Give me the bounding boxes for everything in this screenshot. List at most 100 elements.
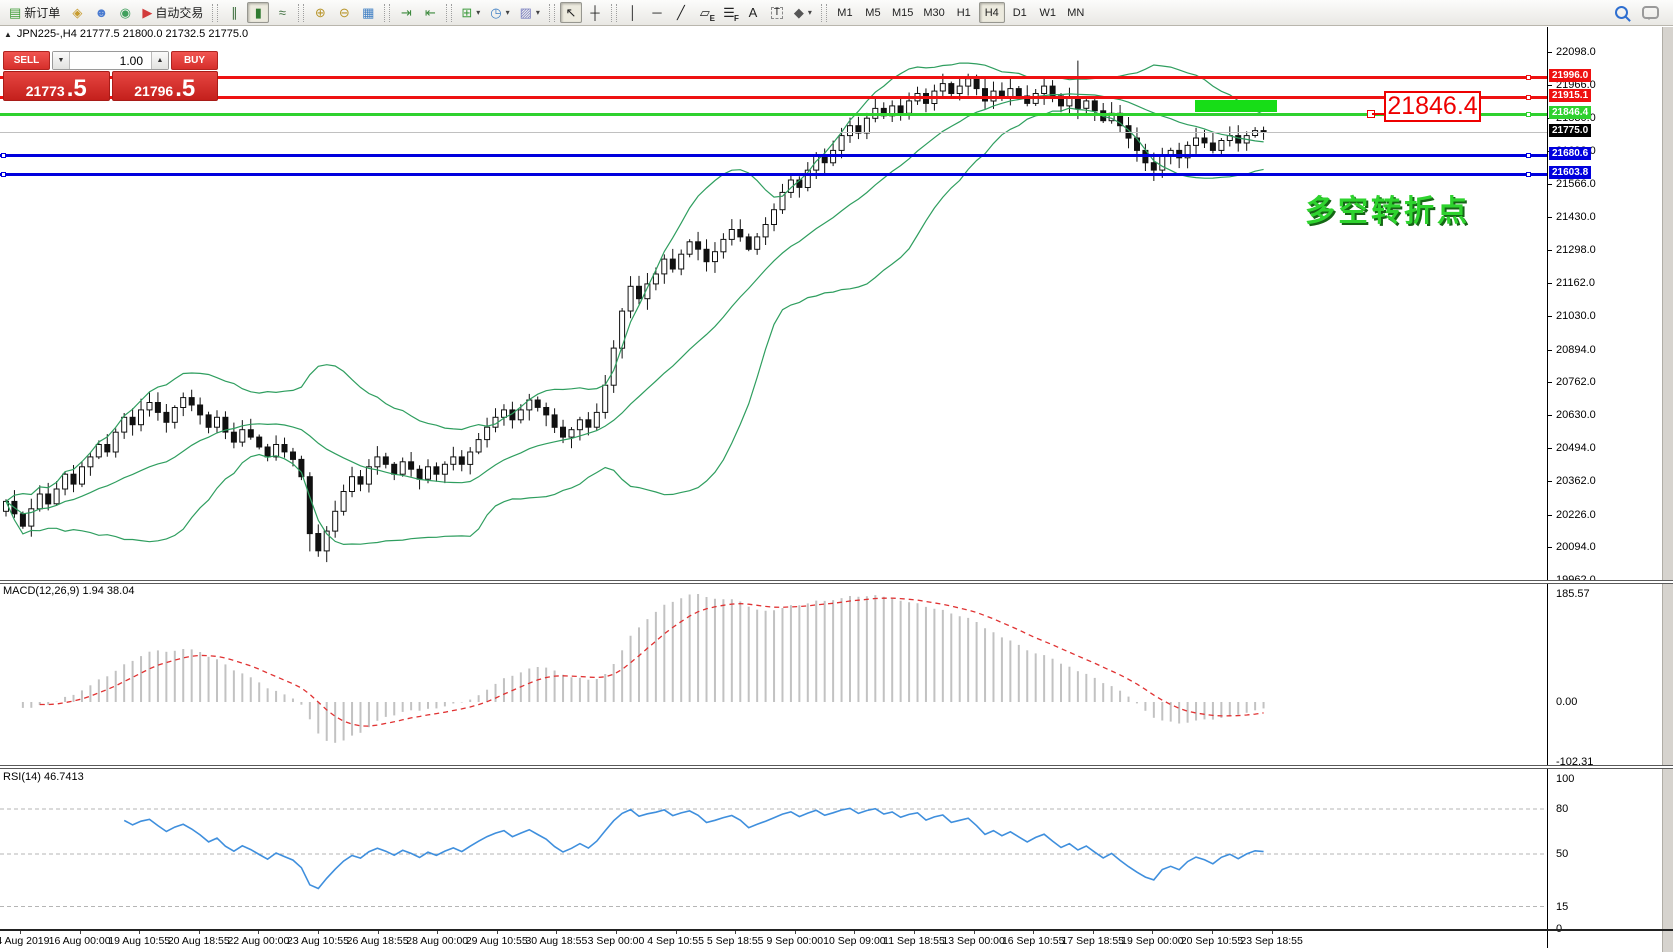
main-toolbar: ▤ 新订单 ◈ ☻ ◉ ▶ 自动交易 ∥ ▮ ≈ ⊕ ⊖ ▦ ⇥ ⇤ ⊞ ▾ ◷ ▾ ▨ ▾ ↖ ┼ │ ─ ╱ ▱ E ☰ F A T ◆ ▾ M…	[0, 0, 1673, 26]
buy-price-main: 21796	[134, 83, 174, 99]
time-tick	[198, 931, 200, 934]
time-tick	[437, 931, 439, 934]
zoom-in-button[interactable]: ⊕	[309, 2, 331, 23]
templates-button[interactable]: ▨ ▾	[519, 5, 540, 20]
time-label: 5 Sep 18:55	[706, 935, 764, 947]
annotation-text[interactable]: 多空转折点	[1305, 195, 1470, 228]
trendline-button[interactable]: ╱	[670, 2, 692, 23]
volume-value[interactable]: 1.00	[119, 53, 143, 68]
text-button[interactable]: A	[742, 2, 764, 23]
signals-button[interactable]: ◉	[114, 2, 136, 23]
line-chart-button[interactable]: ≈	[271, 2, 293, 23]
timeframe-h1-button[interactable]: H1	[956, 6, 971, 19]
chat-icon[interactable]	[1642, 6, 1659, 20]
time-tick	[675, 931, 677, 934]
timeframe-h4-button[interactable]: H4	[978, 2, 1005, 23]
timeframe-m30-button[interactable]: M30	[923, 6, 945, 19]
chart-shift-button[interactable]: ⇤	[419, 2, 441, 23]
timeframe-m1-button[interactable]: M1	[837, 6, 853, 19]
price-tick-label: 20894.0	[1556, 343, 1596, 356]
collapse-panel-icon[interactable]: ▲	[4, 29, 12, 39]
cursor-button[interactable]: ↖	[559, 2, 582, 23]
macd-splitter[interactable]	[0, 580, 1673, 584]
metaeditor-button[interactable]: ◈	[66, 2, 88, 23]
timeframe-w1-button[interactable]: W1	[1039, 6, 1057, 19]
rsi-tick-label: 50	[1556, 848, 1569, 860]
autotrading-button[interactable]: ▶ 自动交易	[142, 5, 204, 20]
macd-chart	[21, 594, 1265, 743]
zoom-out-button[interactable]: ⊖	[333, 2, 355, 23]
signals-icon: ◉	[119, 5, 131, 20]
time-label: 19 Aug 10:55	[108, 935, 171, 947]
price-callout-box[interactable]: 21846.4	[1384, 91, 1481, 122]
toolbar-separator	[446, 3, 453, 22]
search-icon[interactable]	[1615, 6, 1628, 19]
sell-button[interactable]: SELL	[3, 51, 50, 70]
fibonacci-button[interactable]: ☰ F	[723, 5, 739, 23]
time-tick	[258, 931, 260, 934]
timeframe-m5-button[interactable]: M5	[865, 6, 881, 19]
price-tick	[1548, 315, 1552, 317]
equidistant-channel-icon: ▱	[699, 5, 710, 20]
auto-scroll-button[interactable]: ⇥	[395, 2, 417, 23]
time-tick	[139, 931, 141, 934]
price-tick-label: 20226.0	[1556, 508, 1596, 521]
buy-price-button[interactable]: 21796 .5	[111, 71, 218, 101]
community-button[interactable]: ☻	[90, 2, 112, 23]
periods-button[interactable]: ◷ ▾	[490, 5, 510, 20]
time-label: 17 Sep 18:55	[1061, 935, 1125, 947]
time-label: 23 Sep 18:55	[1240, 935, 1303, 947]
price-tick-label: 20362.0	[1556, 475, 1596, 488]
price-tick	[1548, 217, 1552, 219]
price-tick	[1548, 183, 1552, 185]
price-label-21996.0: 21996.0	[1549, 69, 1592, 83]
metaeditor-icon: ◈	[72, 5, 83, 20]
timeframe-d1-button[interactable]: D1	[1012, 6, 1027, 19]
time-tick	[914, 931, 915, 934]
sell-price-button[interactable]: 21773 .5	[3, 71, 110, 101]
buy-button[interactable]: BUY	[171, 51, 218, 70]
time-tick	[318, 931, 319, 934]
time-tick	[496, 931, 498, 934]
highlight-rectangle[interactable]	[1195, 100, 1277, 112]
time-label: 14 Aug 2019	[0, 935, 50, 947]
timeframe-m15-button[interactable]: M15	[891, 6, 914, 19]
rsi-tick-label: 100	[1556, 773, 1575, 785]
vertical-line-button[interactable]: │	[622, 2, 644, 23]
arrows-button[interactable]: ◆ ▾	[793, 5, 812, 20]
price-tick	[1548, 481, 1552, 483]
tile-windows-button[interactable]: ▦	[357, 2, 379, 23]
candlestick-chart-button[interactable]: ▮	[247, 2, 270, 23]
timeframe-mn-button[interactable]: MN	[1067, 6, 1085, 19]
time-tick	[1271, 931, 1273, 934]
price-tick-label: 20762.0	[1556, 376, 1596, 389]
crosshair-button[interactable]: ┼	[584, 2, 606, 23]
new-order-button[interactable]: ▤ 新订单	[9, 5, 61, 20]
cursor-icon: ↖	[565, 5, 577, 20]
volume-increase-button[interactable]: ▲	[151, 52, 168, 69]
candles-layer	[3, 60, 1267, 563]
equidistant-channel-button[interactable]: ▱ E	[699, 5, 715, 23]
bar-chart-button[interactable]: ∥	[223, 2, 245, 23]
zoom-in-icon: ⊕	[314, 5, 326, 20]
price-tick-label: 20094.0	[1556, 541, 1596, 554]
add-indicator-button[interactable]: ⊞ ▾	[461, 5, 481, 20]
rsi-tick-label: 80	[1556, 803, 1569, 815]
volume-decrease-button[interactable]: ▼	[53, 52, 70, 69]
price-axis[interactable]: 22098.021966.021830.021698.021566.021430…	[1547, 27, 1663, 948]
price-tick	[1548, 547, 1552, 549]
trade-panel-top-row: SELL ▼ 1.00 ▲ BUY	[3, 51, 218, 70]
macd-tick-label: 185.57	[1556, 587, 1590, 600]
price-tick	[1548, 382, 1552, 384]
horizontal-line-button[interactable]: ─	[646, 2, 668, 23]
time-label: 16 Aug 00:00	[48, 935, 111, 947]
rsi-splitter[interactable]	[0, 765, 1673, 769]
time-tick	[377, 931, 379, 934]
time-tick	[616, 931, 617, 934]
price-label-21680.6: 21680.6	[1549, 147, 1592, 161]
time-tick	[1092, 931, 1094, 934]
bollinger-lower	[5, 107, 1264, 546]
time-tick	[1212, 931, 1213, 934]
text-label-button[interactable]: T	[766, 2, 788, 23]
